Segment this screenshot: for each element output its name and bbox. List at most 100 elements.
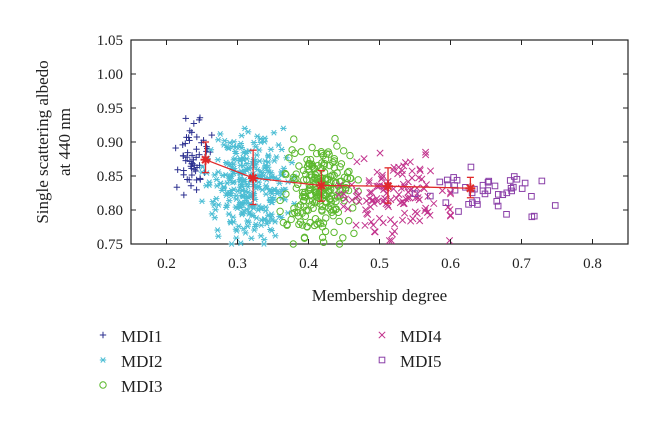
data-point-mdi1	[193, 154, 200, 161]
data-point-mdi2	[250, 139, 258, 146]
data-point-mdi4	[395, 191, 403, 199]
legend-marker-mdi1	[99, 331, 107, 339]
data-point-mdi4	[444, 203, 452, 211]
data-point-mdi2	[206, 179, 213, 186]
data-point-mdi3	[279, 218, 288, 227]
data-point-mdi2	[220, 184, 228, 190]
data-point-mdi5	[508, 187, 515, 195]
data-point-mdi2	[228, 241, 235, 247]
data-point-mdi2	[229, 179, 236, 186]
y-tick-label: 1.00	[97, 67, 123, 83]
data-point-mdi1	[193, 186, 200, 194]
data-point-mdi4	[353, 158, 361, 166]
data-point-mdi3	[311, 199, 319, 207]
data-point-mdi2	[227, 218, 234, 225]
data-point-mdi5	[538, 177, 546, 185]
legend-label: MDI1	[121, 327, 163, 346]
data-point-mdi2	[255, 147, 263, 153]
data-point-mdi4	[401, 209, 409, 217]
data-point-mdi2	[239, 162, 247, 169]
data-point-mdi3	[330, 154, 339, 163]
data-point-mdi4	[355, 198, 363, 206]
data-point-mdi2	[214, 227, 221, 233]
x-tick-label: 0.7	[512, 256, 531, 272]
data-point-mdi2	[226, 177, 234, 184]
data-point-mdi2	[267, 169, 275, 176]
data-point-mdi3	[303, 155, 311, 164]
data-point-mdi2	[251, 227, 258, 233]
data-point-mdi5	[473, 197, 481, 204]
legend-item-mdi1: MDI1	[99, 327, 163, 346]
data-point-mdi4	[422, 151, 430, 159]
data-point-mdi4	[353, 193, 361, 201]
data-point-mdi5	[491, 182, 499, 190]
data-point-mdi2	[207, 146, 215, 153]
legend-label: MDI3	[121, 377, 163, 396]
axes: 0.2 0.3 0.4 0.5 0.6 0.7 0.8 0.75 0.80 0.85 0.90 0.9…	[33, 33, 628, 305]
legend-item-mdi5: MDI5	[378, 352, 442, 371]
data-point-mdi1	[203, 148, 210, 155]
data-point-mdi3	[327, 198, 335, 206]
legend-label: MDI4	[400, 327, 442, 346]
data-point-mdi4	[367, 218, 375, 226]
data-point-mdi4	[426, 211, 434, 219]
data-point-mdi1	[186, 158, 194, 165]
data-point-mdi2	[278, 146, 285, 153]
data-point-mdi3	[303, 223, 311, 231]
data-point-mdi2	[269, 217, 276, 223]
data-point-mdi2	[238, 183, 245, 190]
data-point-mdi2	[226, 139, 234, 146]
data-point-mdi1	[188, 129, 195, 136]
data-point-mdi4	[342, 195, 350, 203]
data-point-mdi2	[225, 211, 233, 217]
y-tick-label: 0.80	[97, 203, 123, 219]
data-point-mdi1	[180, 171, 187, 179]
data-point-mdi2	[225, 144, 232, 151]
data-point-mdi1	[196, 175, 204, 182]
data-point-mdi2	[220, 185, 228, 192]
data-point-mdi3	[332, 197, 340, 206]
data-point-mdi3	[319, 238, 328, 246]
data-point-mdi2	[248, 235, 255, 242]
data-point-mdi3	[330, 228, 338, 237]
data-point-mdi5	[474, 201, 481, 208]
data-point-mdi2	[211, 214, 218, 221]
data-point-mdi4	[366, 203, 374, 211]
legend-item-mdi3: MDI3	[99, 377, 163, 396]
data-point-mdi2	[252, 143, 259, 150]
data-point-mdi3	[318, 223, 327, 231]
data-point-mdi3	[287, 215, 295, 224]
data-point-mdi4	[446, 190, 455, 198]
data-point-mdi3	[329, 158, 337, 167]
data-point-mdi4	[352, 221, 360, 229]
data-point-mdi5	[479, 187, 487, 195]
data-point-mdi2	[280, 125, 287, 132]
data-point-mdi2	[206, 182, 213, 188]
data-point-mdi3	[331, 134, 339, 143]
data-point-mdi2	[270, 196, 278, 203]
data-point-mdi2	[236, 144, 243, 150]
data-point-mdi1	[196, 116, 203, 124]
data-point-mdi3	[344, 217, 353, 225]
data-point-mdi2	[242, 230, 249, 236]
data-point-mdi4	[378, 171, 387, 179]
data-point-mdi2	[233, 192, 240, 199]
data-point-mdi2	[273, 154, 280, 160]
data-point-mdi4	[373, 168, 381, 176]
data-point-mdi3	[283, 221, 291, 229]
data-point-mdi5	[521, 179, 529, 187]
data-point-mdi2	[253, 215, 260, 221]
data-point-mdi4	[365, 179, 373, 187]
data-point-mdi1	[186, 137, 193, 144]
data-point-mdi3	[298, 221, 307, 229]
data-point-mdi3	[290, 204, 298, 212]
data-point-mdi4	[364, 210, 372, 219]
data-point-mdi1	[196, 151, 203, 158]
data-point-mdi3	[345, 167, 353, 176]
data-point-mdi3	[307, 171, 316, 179]
data-point-mdi2	[266, 186, 274, 193]
data-point-mdi5	[485, 177, 493, 185]
data-point-mdi2	[255, 183, 262, 190]
data-point-mdi2	[215, 201, 222, 208]
data-point-mdi4	[379, 219, 387, 227]
